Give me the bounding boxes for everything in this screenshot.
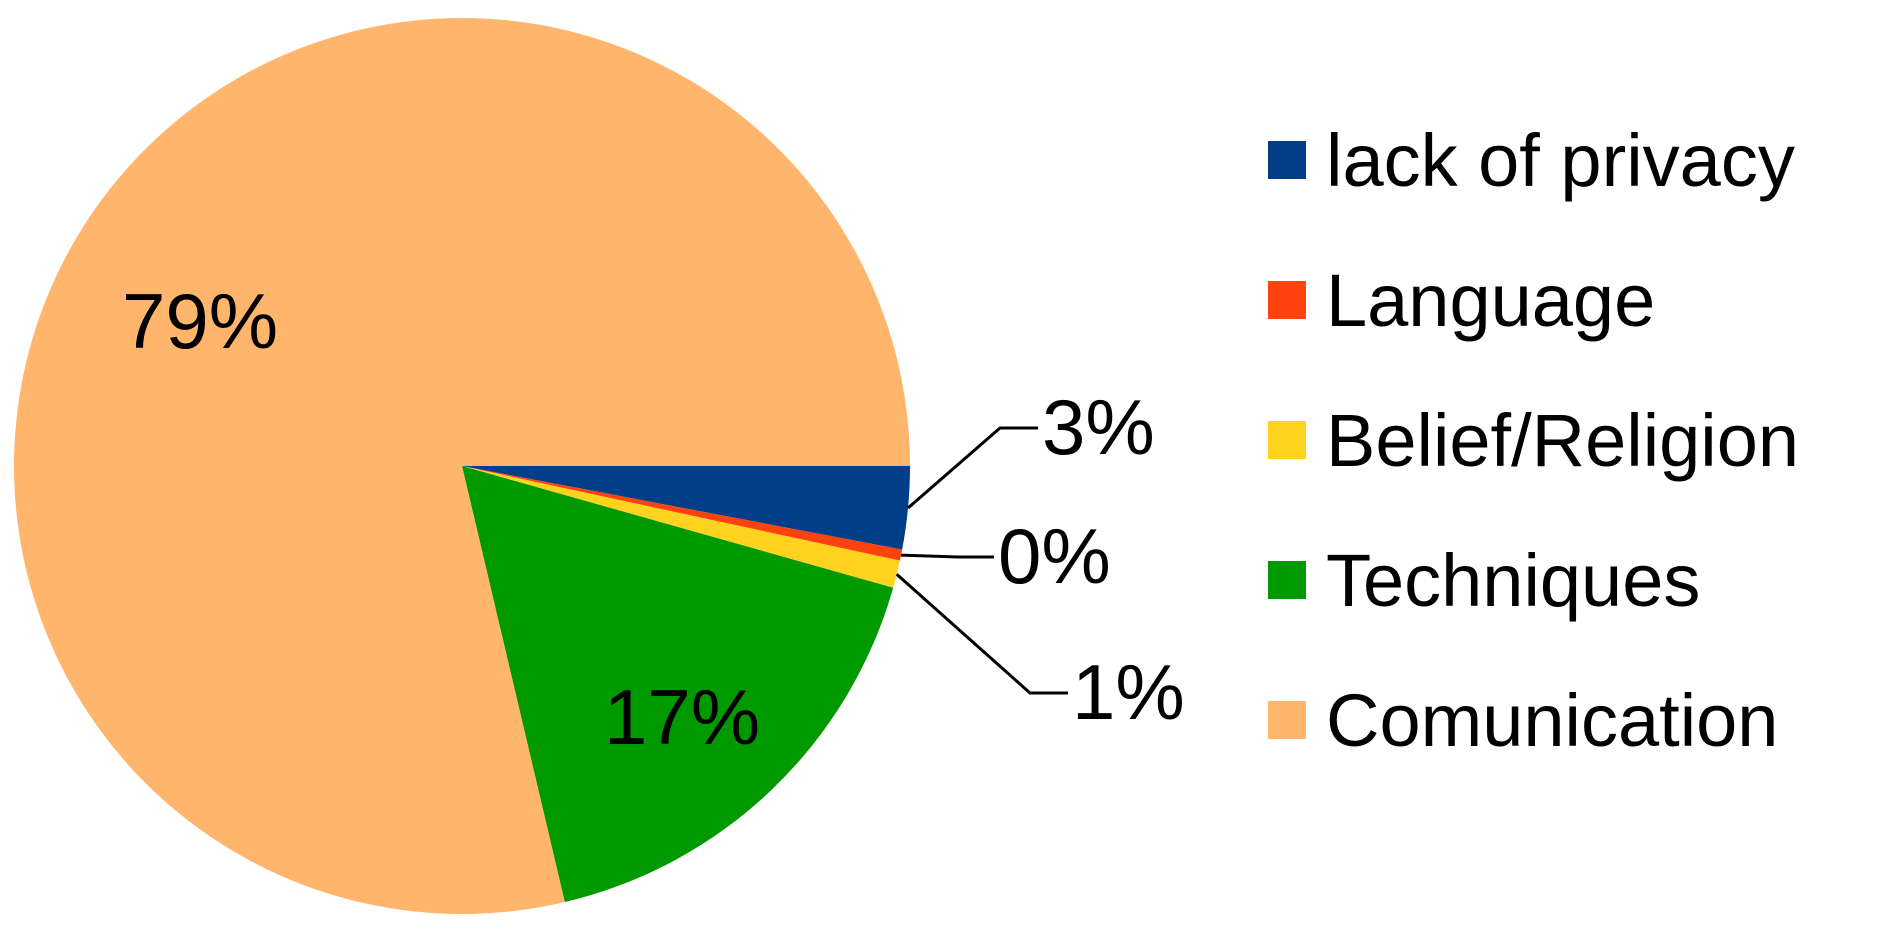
legend-swatch-comunication (1268, 701, 1306, 739)
leader-line-lack-of-privacy (907, 426, 1038, 510)
legend-label-belief-religion: Belief/Religion (1326, 399, 1799, 482)
pie-slice-lack-of-privacy (462, 466, 910, 550)
leader-line-belief-religion (895, 573, 1068, 695)
data-label-belief-religion: 1% (1072, 648, 1185, 736)
leader-line-language (900, 553, 994, 559)
legend-item-lack-of-privacy: lack of privacy (1268, 119, 1795, 202)
legend-label-language: Language (1326, 259, 1655, 342)
pie-slice-language (462, 466, 903, 561)
pie-slice-comunication (14, 18, 911, 915)
data-label-comunication: 79% (122, 277, 278, 365)
legend-swatch-techniques (1268, 561, 1306, 599)
data-label-language: 0% (998, 512, 1111, 600)
pie-slices (14, 18, 911, 915)
legend-item-belief-religion: Belief/Religion (1268, 399, 1799, 482)
data-labels: 3% 0% 1% 17% 79% (122, 277, 1185, 761)
legend-item-comunication: Comunication (1268, 679, 1778, 762)
legend-label-comunication: Comunication (1326, 679, 1778, 762)
legend-item-techniques: Techniques (1268, 539, 1700, 622)
legend-label-lack-of-privacy: lack of privacy (1326, 119, 1795, 202)
legend: lack of privacy Language Belief/Religion Te… (1268, 119, 1799, 762)
data-label-techniques: 17% (604, 673, 760, 761)
data-label-lack-of-privacy: 3% (1042, 383, 1155, 471)
legend-swatch-lack-of-privacy (1268, 141, 1306, 179)
pie-slice-techniques (462, 466, 894, 903)
pie-slice-belief-religion (462, 466, 900, 588)
leader-lines (895, 426, 1068, 695)
legend-label-techniques: Techniques (1326, 539, 1700, 622)
legend-swatch-belief-religion (1268, 421, 1306, 459)
legend-item-language: Language (1268, 259, 1655, 342)
legend-swatch-language (1268, 281, 1306, 319)
